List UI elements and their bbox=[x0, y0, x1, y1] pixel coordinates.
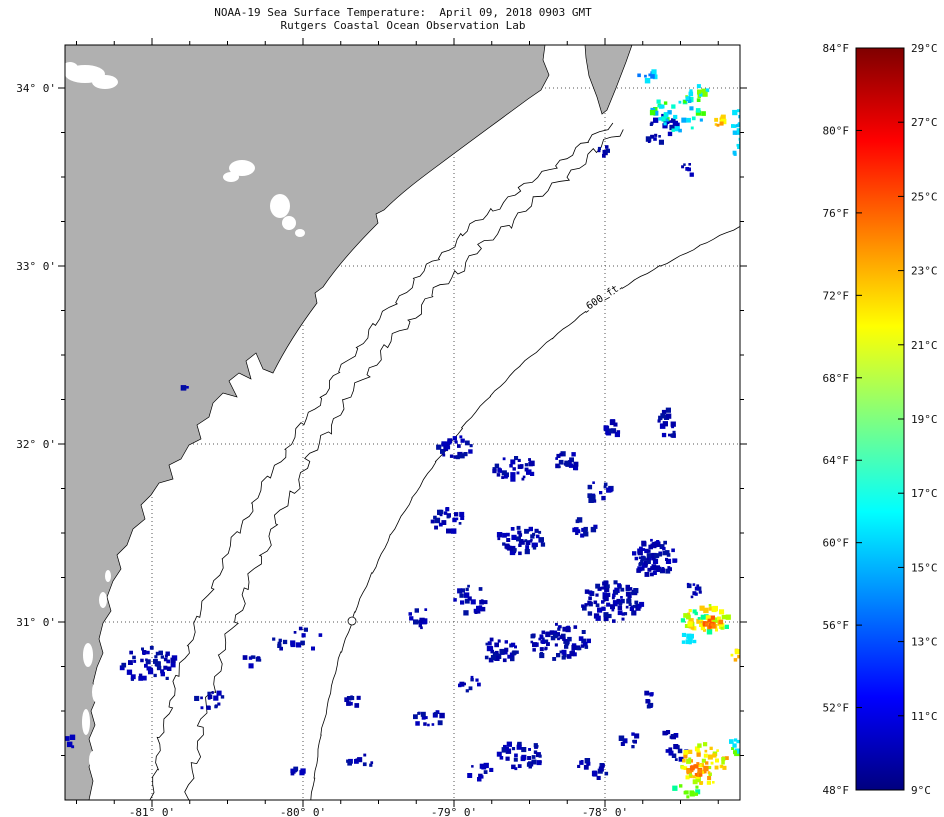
colorbar-celsius-label: 17°C bbox=[911, 487, 938, 500]
axis-ticks bbox=[58, 38, 747, 807]
cape-peninsula bbox=[584, 45, 633, 115]
colorbar-celsius-label: 15°C bbox=[911, 561, 938, 574]
colorbar-fahrenheit-label: 76°F bbox=[823, 207, 850, 220]
land-mass bbox=[65, 45, 550, 800]
map-plot: 600 ft -81° 0' -80° 0' -79° 0' -78° 0'34° 0… bbox=[16, 38, 747, 817]
colorbar-celsius-label: 25°C bbox=[911, 190, 938, 203]
figure-subtitle: Rutgers Coastal Ocean Observation Lab bbox=[280, 19, 525, 32]
x-axis-tick-label: -81° 0' bbox=[129, 806, 175, 817]
colorbar-celsius-label: 21°C bbox=[911, 339, 938, 352]
colorbar-fahrenheit-label: 72°F bbox=[823, 289, 850, 302]
colorbar-celsius-label: 29°C bbox=[911, 42, 938, 55]
figure-title: NOAA-19 Sea Surface Temperature: April 0… bbox=[214, 6, 592, 19]
colorbar-fahrenheit-label: 64°F bbox=[823, 454, 850, 467]
y-axis-tick-label: 34° 0' bbox=[16, 82, 56, 95]
bathymetry-contours bbox=[149, 122, 740, 800]
colorbar: 84°F 80°F 76°F 72°F 68°F 64°F 60°F 56°F 52°F 48°F… bbox=[823, 42, 938, 797]
y-axis-tick-label: 32° 0' bbox=[16, 438, 56, 451]
colorbar-celsius-label: 13°C bbox=[911, 636, 938, 649]
y-axis-tick-label: 31° 0' bbox=[16, 616, 56, 629]
x-axis-tick-label: -78° 0' bbox=[582, 806, 628, 817]
colorbar-celsius-label: 9°C bbox=[911, 784, 931, 797]
x-axis-tick-label: -79° 0' bbox=[431, 806, 477, 817]
axis-labels: -81° 0' -80° 0' -79° 0' -78° 0' 34° 0' 33° 0'… bbox=[16, 82, 628, 817]
colorbar-ticks bbox=[856, 47, 904, 791]
colorbar-fahrenheit-label: 84°F bbox=[823, 42, 850, 55]
colorbar-fahrenheit-label: 56°F bbox=[823, 619, 850, 632]
colorbar-celsius-label: 19°C bbox=[911, 413, 938, 426]
colorbar-fahrenheit-label: 60°F bbox=[823, 537, 850, 550]
cloud-patches-over-land bbox=[65, 62, 305, 769]
colorbar-fahrenheit-label: 52°F bbox=[823, 702, 850, 715]
colorbar-celsius-label: 11°C bbox=[911, 710, 938, 723]
colorbar-celsius-label: 23°C bbox=[911, 265, 938, 278]
small-contour-ring bbox=[347, 616, 357, 626]
colorbar-celsius-label: 27°C bbox=[911, 116, 938, 129]
y-axis-tick-label: 33° 0' bbox=[16, 260, 56, 273]
plot-border bbox=[64, 44, 741, 801]
colorbar-gradient-bar bbox=[855, 47, 905, 791]
colorbar-labels: 84°F 80°F 76°F 72°F 68°F 64°F 60°F 56°F 52°F 48°F… bbox=[823, 42, 938, 797]
sst-data-patches bbox=[65, 69, 740, 799]
colorbar-fahrenheit-label: 80°F bbox=[823, 124, 850, 137]
x-axis-tick-label: -80° 0' bbox=[280, 806, 326, 817]
colorbar-fahrenheit-label: 68°F bbox=[823, 372, 850, 385]
colorbar-fahrenheit-label: 48°F bbox=[823, 784, 850, 797]
